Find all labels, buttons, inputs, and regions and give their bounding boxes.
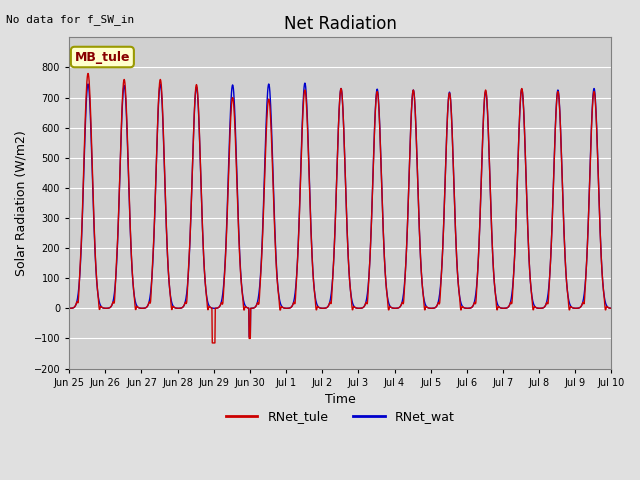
RNet_wat xyxy=(543,296,551,301)
RNet_wat xyxy=(607,305,615,311)
RNet_wat xyxy=(496,304,504,310)
X-axis label: Time: Time xyxy=(325,393,356,406)
Legend: RNet_tule, RNet_wat: RNet_tule, RNet_wat xyxy=(221,406,460,429)
RNet_tule xyxy=(209,340,216,346)
RNet_tule xyxy=(247,305,255,311)
Y-axis label: Solar Radiation (W/m2): Solar Radiation (W/m2) xyxy=(15,130,28,276)
RNet_tule xyxy=(173,305,180,311)
Line: RNet_tule: RNet_tule xyxy=(69,73,611,343)
Title: Net Radiation: Net Radiation xyxy=(284,15,397,33)
RNet_wat xyxy=(425,305,433,311)
RNet_wat xyxy=(173,305,180,311)
Text: No data for f_SW_in: No data for f_SW_in xyxy=(6,14,134,25)
RNet_wat xyxy=(301,80,308,86)
RNet_wat xyxy=(245,334,253,340)
RNet_tule xyxy=(496,304,504,310)
RNet_tule xyxy=(425,305,433,311)
RNet_wat xyxy=(247,305,255,311)
RNet_tule xyxy=(84,71,92,76)
Line: RNet_wat: RNet_wat xyxy=(69,83,611,337)
RNet_tule xyxy=(543,300,551,306)
RNet_wat xyxy=(186,245,193,251)
RNet_tule xyxy=(65,305,73,311)
RNet_tule xyxy=(186,235,194,240)
Text: MB_tule: MB_tule xyxy=(75,50,130,63)
RNet_wat xyxy=(65,305,73,311)
RNet_tule xyxy=(607,305,615,311)
